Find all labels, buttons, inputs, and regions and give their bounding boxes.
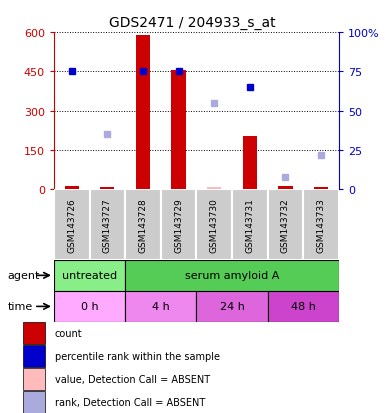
Bar (23, 323, 45, 344)
Text: value, Detection Call = ABSENT: value, Detection Call = ABSENT (55, 374, 210, 384)
Text: GSM143726: GSM143726 (67, 198, 76, 252)
Bar (23, 391, 45, 413)
Bar (136, 36, 150, 190)
Bar (161, 190, 196, 260)
Text: untreated: untreated (62, 271, 117, 281)
Text: GSM143731: GSM143731 (245, 198, 254, 252)
Text: rank, Detection Call = ABSENT: rank, Detection Call = ABSENT (55, 396, 205, 407)
Text: GSM143728: GSM143728 (139, 198, 147, 252)
Text: percentile rank within the sample: percentile rank within the sample (55, 351, 220, 361)
Bar (303, 190, 339, 260)
Bar (54, 190, 90, 260)
Bar (314, 188, 328, 190)
Text: GDS2471 / 204933_s_at: GDS2471 / 204933_s_at (109, 16, 276, 30)
Bar (125, 260, 339, 291)
Text: count: count (55, 328, 82, 339)
Bar (196, 291, 268, 322)
Bar (171, 71, 186, 190)
Bar (125, 190, 161, 260)
Text: 4 h: 4 h (152, 301, 170, 312)
Text: GSM143729: GSM143729 (174, 198, 183, 252)
Bar (243, 136, 257, 190)
Text: 48 h: 48 h (291, 301, 316, 312)
Text: serum amyloid A: serum amyloid A (185, 271, 279, 281)
Text: GSM143727: GSM143727 (103, 198, 112, 252)
Text: GSM143733: GSM143733 (316, 198, 325, 252)
Bar (207, 188, 221, 190)
Bar (278, 187, 293, 190)
Bar (54, 260, 125, 291)
Bar (232, 190, 268, 260)
Bar (268, 190, 303, 260)
Text: 24 h: 24 h (219, 301, 244, 312)
Bar (65, 186, 79, 190)
Bar (125, 291, 196, 322)
Bar (268, 291, 339, 322)
Text: GSM143732: GSM143732 (281, 198, 290, 252)
Bar (54, 291, 125, 322)
Bar (23, 345, 45, 367)
Bar (90, 190, 125, 260)
Bar (23, 368, 45, 390)
Bar (100, 188, 114, 190)
Text: GSM143730: GSM143730 (210, 198, 219, 252)
Text: time: time (8, 301, 33, 312)
Bar (196, 190, 232, 260)
Text: 0 h: 0 h (81, 301, 98, 312)
Text: agent: agent (8, 271, 40, 281)
